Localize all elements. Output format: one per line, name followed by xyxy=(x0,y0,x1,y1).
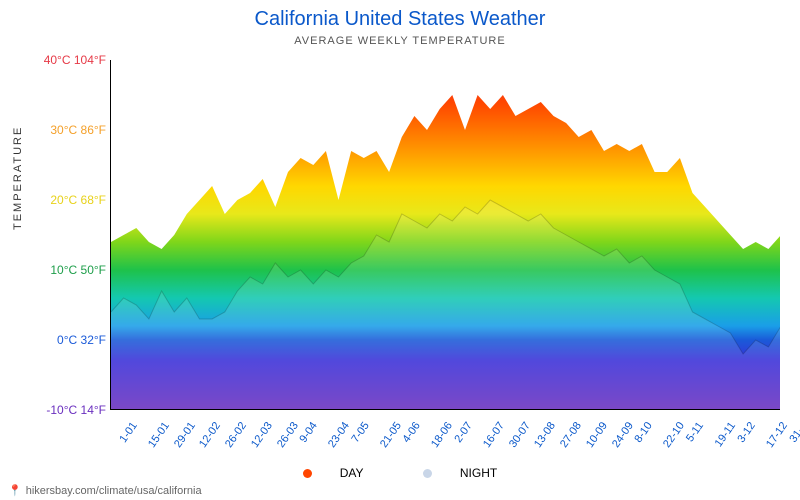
x-tick: 30-07 xyxy=(507,420,533,450)
legend-dot-night xyxy=(423,469,432,478)
x-tick: 4-06 xyxy=(401,420,423,445)
x-tick: 18-06 xyxy=(429,420,455,450)
y-tick: 0°C 32°F xyxy=(16,334,106,346)
x-tick: 8-10 xyxy=(633,420,655,445)
y-axis-label: TEMPERATURE xyxy=(12,126,24,230)
legend: DAY NIGHT xyxy=(0,466,800,480)
legend-night: NIGHT xyxy=(409,466,511,480)
x-tick: 22-10 xyxy=(661,420,687,450)
y-tick: 40°C 104°F xyxy=(16,54,106,66)
x-tick: 23-04 xyxy=(326,420,352,450)
x-tick: 19-11 xyxy=(712,420,738,449)
x-tick: 12-03 xyxy=(249,420,275,450)
map-pin-icon: 📍 xyxy=(8,485,22,497)
x-tick: 24-09 xyxy=(610,420,636,450)
x-tick: 27-08 xyxy=(558,420,584,450)
y-tick: -10°C 14°F xyxy=(16,404,106,416)
x-tick: 26-03 xyxy=(275,420,301,450)
page-title: California United States Weather xyxy=(0,0,800,31)
x-tick: 13-08 xyxy=(532,420,558,450)
y-tick: 30°C 86°F xyxy=(16,124,106,136)
x-tick: 16-07 xyxy=(481,420,507,450)
plot-region xyxy=(110,60,780,410)
x-tick: 12-02 xyxy=(197,420,223,450)
x-tick: 2-07 xyxy=(452,420,474,445)
x-tick: 31-12 xyxy=(787,420,800,452)
x-tick: 17-12 xyxy=(764,420,790,450)
x-tick: 1-01 xyxy=(117,420,139,445)
attribution: 📍 hikersbay.com/climate/usa/california xyxy=(8,484,202,497)
x-tick: 26-02 xyxy=(223,420,249,450)
attribution-text: hikersbay.com/climate/usa/california xyxy=(26,485,202,497)
legend-dot-day xyxy=(303,469,312,478)
area-chart-svg xyxy=(111,60,780,410)
y-tick: 20°C 68°F xyxy=(16,194,106,206)
x-tick: 3-12 xyxy=(736,420,758,445)
x-tick: 5-11 xyxy=(684,420,706,444)
chart-subtitle: AVERAGE WEEKLY TEMPERATURE xyxy=(0,31,800,47)
legend-label-night: NIGHT xyxy=(460,466,497,480)
legend-day: DAY xyxy=(289,466,378,480)
x-tick: 9-04 xyxy=(298,420,320,445)
legend-label-day: DAY xyxy=(340,466,364,480)
x-tick: 21-05 xyxy=(378,420,404,450)
y-tick: 10°C 50°F xyxy=(16,264,106,276)
chart-area xyxy=(110,60,780,410)
x-tick: 29-01 xyxy=(172,420,198,450)
x-tick: 10-09 xyxy=(584,420,610,450)
x-tick: 15-01 xyxy=(146,420,172,450)
x-tick: 7-05 xyxy=(349,420,371,445)
